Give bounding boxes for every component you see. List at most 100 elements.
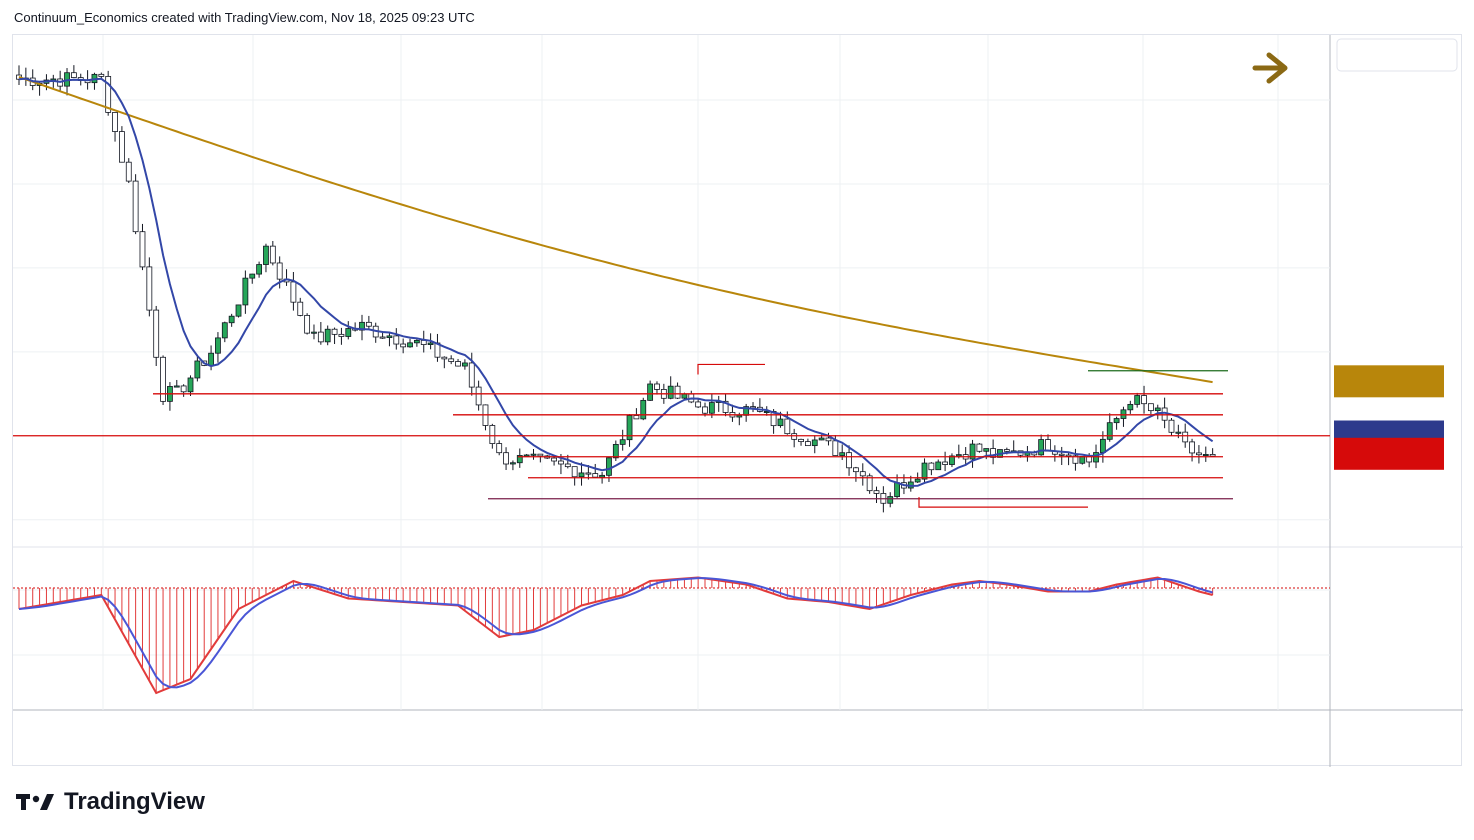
candle-up [311,331,317,334]
candle-up [208,352,214,366]
candle-up [969,443,976,460]
candle-down [448,358,455,362]
candle-down [125,161,132,182]
candle-down [571,466,578,478]
candle-up [413,340,420,344]
candle-down [928,462,935,471]
candle-up [1099,438,1106,453]
candle-down [119,131,125,163]
candle-down [180,385,187,393]
candle-down [1182,431,1189,443]
candle-up [235,304,242,317]
candle-up [626,415,633,441]
candle-down [784,418,791,435]
ma21-line [18,77,1214,487]
candle-up [187,377,194,393]
candle-up [359,321,365,331]
candle-down [317,331,324,343]
candle-down [105,76,112,113]
candle-down [1168,419,1175,433]
candle-down [304,314,311,334]
candle-up [935,461,942,471]
candle-up [681,393,688,399]
candle-down [846,452,852,469]
candle-down [1196,452,1202,456]
candle-down [702,406,708,414]
candle-up [811,439,818,447]
candle-up [894,482,900,497]
candle-up [606,457,612,476]
candle-down [976,443,983,452]
candle-down [853,467,859,473]
candle-up [249,273,256,279]
candle-down [873,490,880,494]
candle-up [523,454,530,457]
tradingview-logo[interactable]: TradingView [16,788,205,816]
candle-up [736,414,743,418]
candle-down [331,328,338,335]
candle-down [132,180,139,233]
candle-down [654,383,660,390]
candle-up [578,472,585,478]
candle-up [887,496,894,504]
candle-up [221,322,228,339]
candle-up [955,454,962,457]
candle-up [1106,422,1113,440]
candle-up [667,385,674,399]
candle-up [256,264,263,275]
candle-down [805,441,811,447]
candle-up [612,443,619,459]
candle-up [427,342,434,345]
candle-down [1189,441,1195,454]
candle-down [1058,453,1065,456]
candle-up [345,328,352,337]
level-line-8170 [697,363,765,375]
candle-up [1113,418,1120,424]
candle-up [1038,439,1045,456]
candle-down [338,333,345,337]
candle-up [1079,456,1086,464]
candle-down [475,386,482,406]
candle-down [393,335,400,345]
candle-up [818,437,825,441]
candle-up [1175,431,1182,434]
candle-down [1072,455,1079,464]
currency-box [1336,38,1458,72]
candle-up [1134,395,1141,405]
candle-up [194,360,201,379]
candle-down [153,309,160,358]
candle-up [1202,454,1209,457]
level-line-7830 [918,497,1088,508]
chart-frame[interactable] [12,34,1463,767]
candle-up [407,342,413,348]
candle-up [173,385,180,388]
tradingview-logo-text: TradingView [64,788,205,815]
candle-up [215,337,221,354]
chart-attribution: Continuum_Economics created with Trading… [14,10,475,25]
candle-down [112,112,118,132]
candle-down [1065,454,1072,457]
usdchf-chart[interactable] [13,35,1463,767]
candle-down [70,72,77,78]
candle-down [160,356,166,402]
arrow-right-icon [1252,52,1288,84]
ma233-line [18,76,1213,384]
candle-down [585,472,592,475]
candle-down [770,410,777,427]
candle-down [674,385,681,399]
candle-up [263,245,269,265]
candle-down [379,336,386,339]
candle-up [949,455,955,465]
indicator-fast-line [18,576,1213,695]
candle-down [365,321,372,327]
candle-up [386,335,393,339]
indicator-histogram [18,577,1214,693]
candle-down [558,460,564,465]
candle-down [146,266,153,311]
candle-up [510,462,516,465]
candle-down [1148,403,1154,412]
candle-down [564,463,571,468]
candle-down [455,361,461,367]
candle-up [461,362,468,367]
candle-down [722,400,729,413]
